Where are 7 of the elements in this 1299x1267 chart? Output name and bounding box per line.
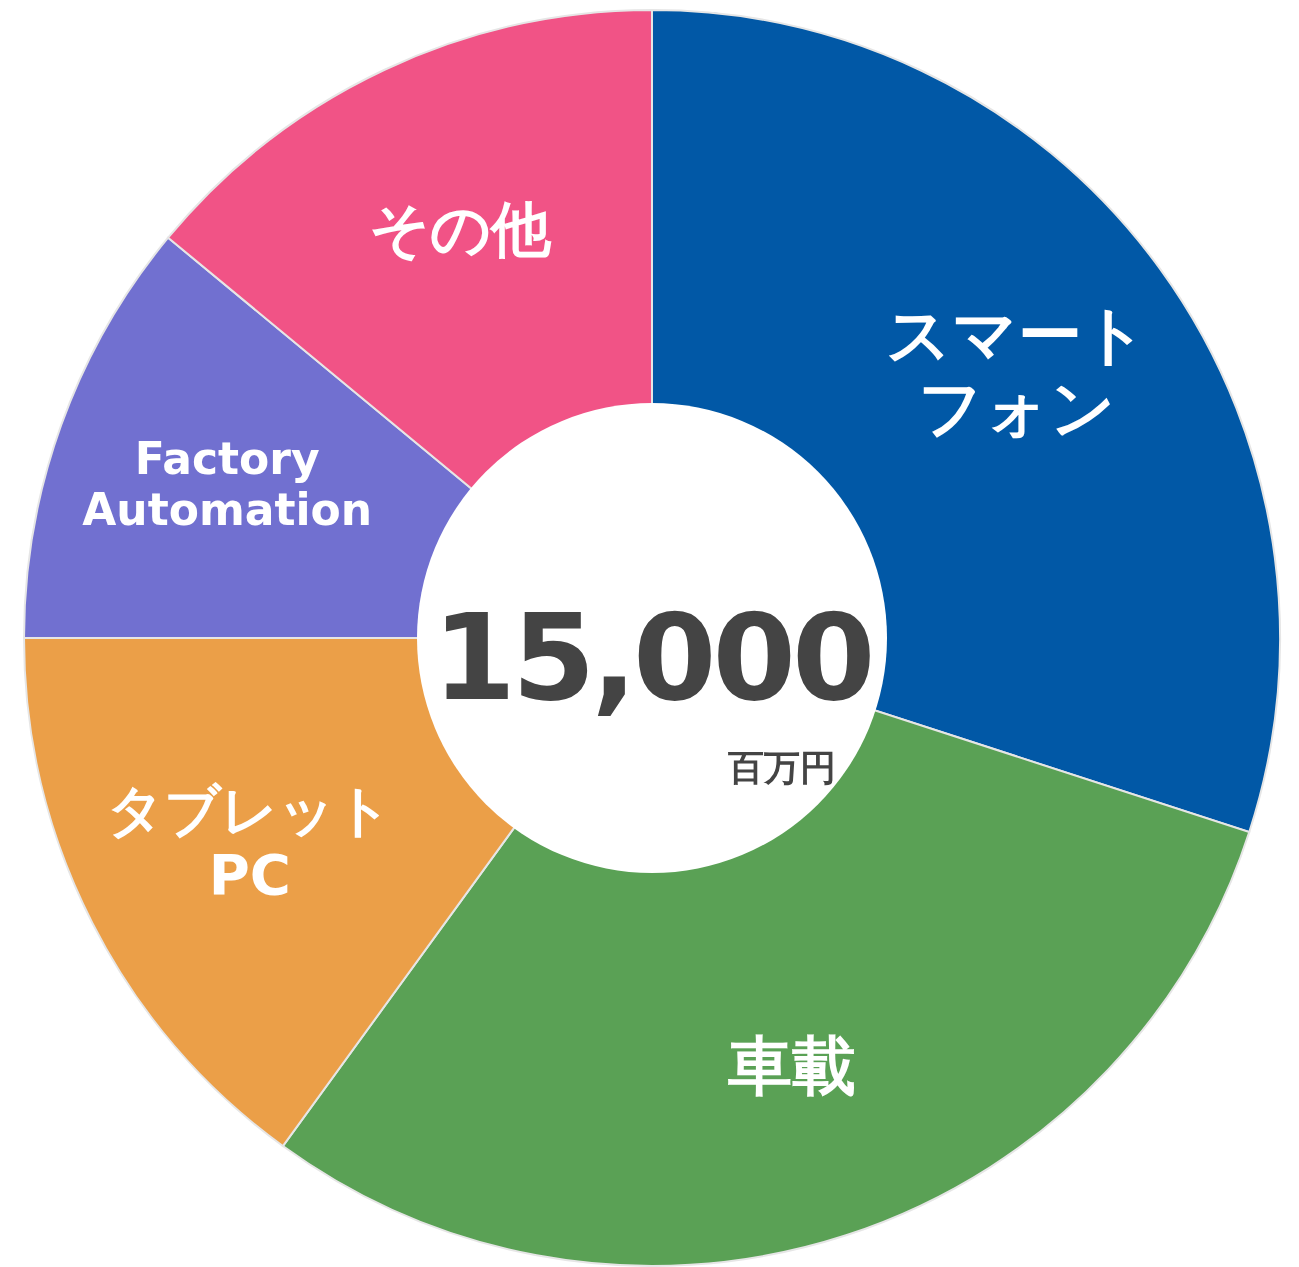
text: 百万円 [728,747,836,789]
slice-label: 車載 [726,1029,857,1105]
slice-label: Factory Automation [81,433,374,536]
slice-label: タブレットPC [106,777,394,908]
slice-label: スマートフォン [885,298,1150,447]
text: 15,000 [432,588,872,727]
slice-label: その他 [367,193,553,264]
